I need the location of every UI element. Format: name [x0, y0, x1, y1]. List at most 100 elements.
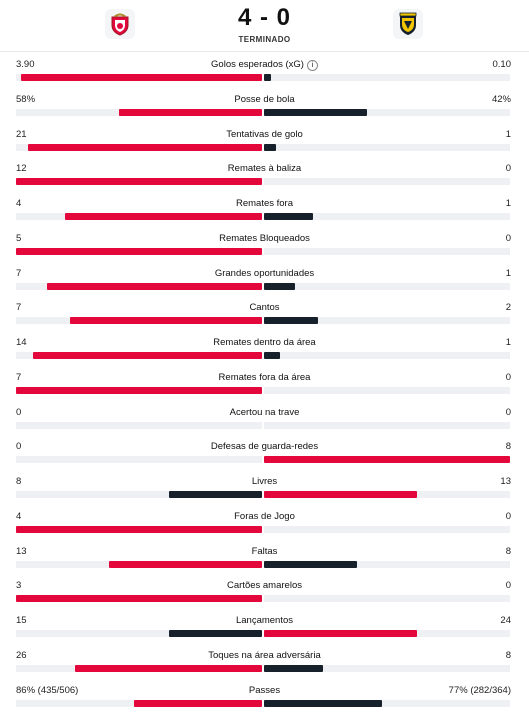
home-bar-track [16, 560, 262, 568]
stat-home-value: 3.90 [16, 59, 35, 70]
away-bar-fill [264, 282, 295, 290]
benfica-crest-icon[interactable] [105, 9, 135, 39]
stat-home-value: 7 [16, 371, 22, 383]
stat-away-value: 0 [505, 510, 511, 522]
stat-name-label: Posse de bola [234, 93, 295, 105]
stat-home-value: 4 [16, 198, 22, 209]
stat-away-value: 0 [505, 371, 511, 383]
away-bar-track [264, 352, 510, 359]
away-bar-fill [264, 213, 314, 220]
stat-name: Acertou na trave [0, 407, 529, 418]
stat-away-value: 2 [505, 302, 511, 314]
home-bar-track [16, 247, 262, 255]
stat-away-value: 0.10 [492, 59, 512, 70]
stat-row: 12 Remates à baliza 0 [0, 162, 529, 197]
stat-name-label: Remates dentro da área [213, 337, 316, 348]
stat-row: 3.90 Golos esperados (xG) i 0.10 [0, 58, 529, 93]
stat-home-value: 14 [16, 337, 27, 348]
stat-row: 14 Remates dentro da área 1 [0, 336, 529, 371]
away-bar-track [264, 664, 510, 672]
home-bar-fill [28, 143, 262, 151]
away-bar-fill [264, 699, 383, 707]
away-bar-track [264, 247, 510, 255]
home-bar-track [16, 74, 262, 81]
header-divider [0, 51, 529, 52]
away-bar-track [264, 386, 510, 394]
away-bar-fill [264, 456, 510, 464]
stat-name-label: Livres [251, 476, 278, 487]
away-bar-fill [264, 108, 368, 116]
stat-home-value: 7 [16, 267, 22, 279]
stat-home-value: 15 [16, 615, 27, 626]
famalicao-crest-icon[interactable] [393, 9, 423, 39]
stat-name-label: Remates fora da área [218, 371, 311, 383]
match-header: 4 - 0 TERMINADO [0, 0, 529, 52]
stat-name: Golos esperados (xG) i [0, 59, 529, 71]
stat-name-label: Faltas [251, 545, 278, 557]
stat-home-value: 5 [16, 232, 22, 244]
stat-row: 7 Cantos 2 [0, 301, 529, 336]
stat-row: 86% (435/506) Passes 77% (282/364) [0, 684, 529, 719]
stat-away-value: 1 [505, 267, 511, 279]
statistics-list: 3.90 Golos esperados (xG) i 0.10 58% Posse de… [0, 58, 529, 718]
stat-row: 0 Acertou na trave 0 [0, 406, 529, 441]
stat-away-value: 1 [505, 337, 511, 348]
stat-away-value: 8 [505, 545, 511, 557]
stat-home-value: 0 [16, 406, 22, 418]
away-bar-fill [264, 317, 319, 325]
home-bar-fill [16, 386, 262, 394]
stat-name: Livres [0, 476, 529, 487]
stat-name-label: Remates à baliza [227, 163, 302, 175]
match-status: TERMINADO [238, 35, 291, 44]
stat-away-value: 1 [505, 198, 511, 209]
stat-row: 3 Cartões amarelos 0 [0, 579, 529, 614]
away-bar-track [264, 560, 510, 568]
stat-name: Toques na área adversária [0, 650, 529, 661]
stat-home-value: 3 [16, 580, 22, 592]
home-bar-track [16, 595, 262, 603]
home-bar-track [16, 108, 262, 116]
home-bar-fill [168, 491, 262, 498]
stat-away-value: 42% [491, 93, 511, 105]
stat-name-label: Defesas de guarda-redes [210, 441, 319, 453]
home-bar-fill [16, 525, 262, 533]
stat-row: 4 Foras de Jogo 0 [0, 510, 529, 545]
home-bar-track [16, 317, 262, 325]
stat-name: Remates fora da área [0, 372, 529, 383]
away-bar-track [264, 317, 510, 325]
away-bar-fill [264, 491, 417, 498]
stat-home-value: 0 [16, 441, 22, 453]
stat-name: Tentativas de golo [0, 129, 529, 140]
stat-away-value: 24 [500, 615, 511, 626]
home-bar-fill [20, 74, 262, 81]
home-bar-track [16, 352, 262, 359]
stat-row: 0 Defesas de guarda-redes 8 [0, 440, 529, 475]
home-bar-track [16, 282, 262, 290]
home-bar-fill [16, 247, 262, 255]
away-bar-track [264, 178, 510, 186]
stat-away-value: 8 [505, 649, 511, 661]
stat-away-value: 0 [505, 163, 511, 175]
away-bar-fill [264, 630, 417, 637]
stat-name-label: Remates fora [235, 198, 294, 209]
info-icon[interactable]: i [306, 60, 318, 71]
home-bar-track [16, 178, 262, 186]
stat-name-label: Cantos [249, 302, 280, 314]
stat-home-value: 4 [16, 510, 22, 522]
stat-name-label: Foras de Jogo [234, 510, 295, 522]
away-bar-fill [264, 352, 281, 359]
home-bar-track [16, 386, 262, 394]
stat-home-value: 26 [16, 649, 27, 661]
home-bar-fill [109, 560, 262, 568]
home-bar-fill [33, 352, 262, 359]
stat-row: 15 Lançamentos 24 [0, 614, 529, 649]
stat-home-value: 7 [16, 302, 22, 314]
stat-name: Foras de Jogo [0, 511, 529, 522]
stat-name-label: Remates Bloqueados [219, 232, 310, 244]
stat-name: Remates Bloqueados [0, 233, 529, 244]
home-bar-fill [168, 630, 262, 637]
home-bar-fill [65, 213, 262, 220]
home-bar-fill [134, 699, 262, 707]
stat-name: Lançamentos [0, 615, 529, 626]
home-bar-track [16, 664, 262, 672]
